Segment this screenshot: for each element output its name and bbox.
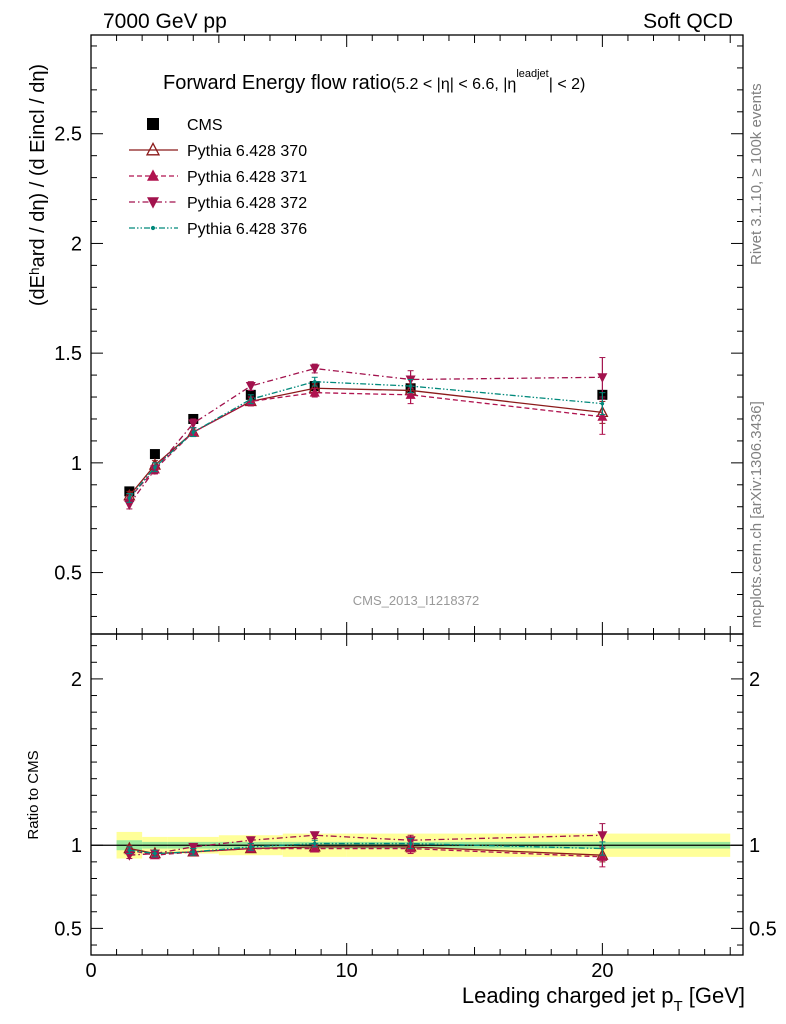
y-tick-label: 1.5 bbox=[54, 343, 82, 365]
data-point bbox=[191, 850, 196, 854]
legend-item: Pythia 6.428 372 bbox=[129, 195, 307, 212]
series-line bbox=[128, 381, 603, 499]
legend-label: CMS bbox=[187, 117, 223, 134]
legend-item: Pythia 6.428 370 bbox=[129, 142, 307, 160]
header-category: Soft QCD bbox=[643, 10, 733, 33]
legend-marker bbox=[150, 225, 156, 231]
analysis-id: CMS_2013_I1218372 bbox=[353, 593, 480, 608]
legend-label: Pythia 6.428 370 bbox=[187, 143, 307, 160]
legend-label: Pythia 6.428 371 bbox=[187, 169, 307, 186]
series-pythia-6-428-376 bbox=[126, 376, 606, 503]
plot-title-main: Forward Energy flow ratio bbox=[163, 72, 391, 94]
legend-item: Pythia 6.428 376 bbox=[129, 221, 307, 238]
data-point bbox=[191, 430, 196, 434]
y-tick-label: 0.5 bbox=[54, 918, 82, 940]
data-point bbox=[312, 841, 317, 846]
legend-marker bbox=[147, 197, 159, 209]
side-mcplots-info: mcplots.cern.ch [arXiv:1306.3436] bbox=[748, 401, 765, 628]
data-point bbox=[127, 496, 132, 500]
data-point bbox=[597, 373, 608, 383]
data-point bbox=[188, 419, 199, 429]
data-point bbox=[600, 401, 605, 406]
data-point bbox=[309, 843, 320, 853]
y-tick-label-right: 0.5 bbox=[749, 918, 777, 940]
data-point bbox=[249, 397, 253, 401]
data-point bbox=[408, 384, 413, 388]
data-point bbox=[245, 382, 256, 392]
data-point bbox=[600, 846, 605, 851]
legend-marker bbox=[145, 142, 161, 156]
x-axis-label: Leading charged jet pT [GeV] bbox=[462, 983, 745, 1015]
legend-label: Pythia 6.428 372 bbox=[187, 195, 307, 212]
data-point bbox=[249, 845, 253, 849]
header-energy: 7000 GeV pp bbox=[103, 10, 227, 33]
x-tick-label: 20 bbox=[591, 960, 613, 982]
data-point bbox=[597, 411, 608, 421]
legend-marker bbox=[147, 118, 159, 130]
data-point bbox=[309, 364, 320, 375]
series-line bbox=[128, 391, 603, 499]
ratio-y-axis-label: Ratio to CMS bbox=[25, 750, 42, 839]
legend-label: Pythia 6.428 376 bbox=[187, 221, 307, 238]
y-tick-label: 0.5 bbox=[54, 563, 82, 585]
x-tick-label: 10 bbox=[336, 960, 358, 982]
data-point bbox=[597, 831, 608, 841]
x-tick-label: 0 bbox=[85, 960, 96, 982]
plot-title-sup: leadjet bbox=[516, 68, 548, 80]
y-tick-label: 1 bbox=[71, 835, 82, 857]
y-tick-label: 1 bbox=[71, 453, 82, 475]
ratio-plot-panel: 0.5 0.51 12 20 10 20 bbox=[54, 633, 777, 982]
data-point bbox=[597, 851, 608, 861]
ratio-frame bbox=[90, 633, 744, 956]
y-tick-label: 2 bbox=[71, 669, 82, 691]
data-point bbox=[309, 831, 320, 841]
y-tick-label-right: 1 bbox=[749, 835, 760, 857]
legend-item: Pythia 6.428 371 bbox=[129, 169, 307, 186]
series-pythia-6-428-371 bbox=[124, 385, 608, 503]
data-point bbox=[408, 841, 413, 846]
y-tick-label: 2.5 bbox=[54, 124, 82, 146]
legend: CMS Pythia 6.428 370 Pythia 6.428 371 Pythi… bbox=[129, 117, 307, 238]
legend-item: CMS bbox=[147, 117, 223, 134]
series-pythia-6-428-370 bbox=[123, 381, 609, 501]
main-y-axis-label: (dEʰard / dη) / (d Eincl / dη) bbox=[27, 64, 49, 306]
y-tick-label: 2 bbox=[71, 233, 82, 255]
data-point bbox=[245, 836, 256, 846]
plot-title: Forward Energy flow ratio(5.2 < |η| < 6.… bbox=[163, 68, 585, 94]
side-rivet-info: Rivet 3.1.10, ≥ 100k events bbox=[748, 83, 765, 265]
plot-title-sub-end: | < 2) bbox=[549, 76, 586, 93]
series-line bbox=[128, 387, 603, 497]
series-pythia-6-428-376 bbox=[126, 838, 606, 858]
y-tick-label-right: 2 bbox=[749, 669, 760, 691]
data-point bbox=[405, 389, 416, 399]
data-point bbox=[127, 848, 132, 852]
data-point bbox=[188, 842, 199, 853]
data-point bbox=[153, 465, 157, 469]
data-point bbox=[149, 449, 160, 460]
data-point bbox=[153, 851, 157, 856]
plot-title-sub: (5.2 < |η| < 6.6, |η bbox=[391, 76, 516, 93]
series-cms bbox=[124, 381, 608, 497]
legend-marker bbox=[147, 169, 159, 181]
data-point bbox=[124, 500, 135, 511]
data-point bbox=[309, 387, 320, 397]
data-point bbox=[312, 379, 317, 384]
